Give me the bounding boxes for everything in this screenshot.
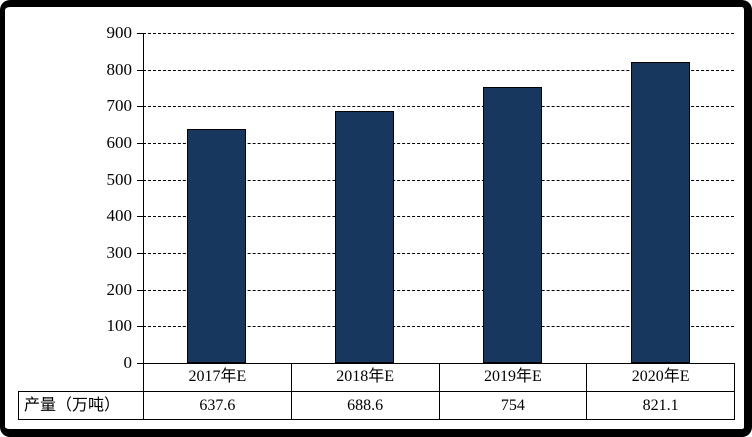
bar-2019 — [482, 86, 542, 363]
category-cell-2018: 2018年E — [292, 363, 440, 392]
gridline-300 — [143, 253, 734, 254]
y-tick — [137, 216, 143, 218]
bar-2020 — [630, 61, 690, 363]
y-tick-label: 400 — [106, 206, 133, 226]
y-axis-line — [143, 33, 144, 363]
y-tick-label: 900 — [106, 23, 133, 42]
category-row: 2017年E 2018年E 2019年E 2020年E — [143, 363, 735, 392]
gridline-600 — [143, 143, 734, 144]
bar-2017 — [187, 129, 247, 363]
gridline-200 — [143, 289, 734, 291]
value-cell-2020: 821.1 — [642, 397, 679, 414]
value-cell-2018: 688.6 — [292, 392, 440, 419]
y-tick-label: 100 — [106, 316, 133, 336]
y-tick — [137, 69, 143, 71]
gridline-700 — [143, 106, 734, 108]
y-tick — [137, 326, 143, 328]
gridline-400 — [143, 216, 734, 218]
y-tick-label: 700 — [106, 96, 133, 116]
gridline-900 — [143, 33, 734, 34]
y-tick — [137, 253, 143, 254]
y-tick — [137, 363, 143, 364]
y-tick-label: 500 — [106, 169, 133, 189]
bar-2018 — [335, 110, 395, 363]
series-row: 产量（万吨） 637.6 688.6 754 821.1 — [18, 391, 735, 420]
y-tick-label: 300 — [106, 243, 133, 262]
y-tick-label: 600 — [106, 133, 133, 152]
y-tick — [137, 289, 143, 291]
value-cell-2019: 754 — [440, 392, 588, 419]
gridline-500 — [143, 179, 734, 181]
category-cell-2020: 2020年E — [587, 363, 735, 392]
series-label-cell: 产量（万吨） — [19, 392, 144, 419]
value-cell-2017: 637.6 — [144, 392, 292, 419]
category-cell-2019: 2019年E — [440, 363, 588, 392]
gridline-100 — [143, 326, 734, 328]
y-tick — [137, 143, 143, 144]
y-tick — [137, 179, 143, 181]
y-tick-label: 200 — [106, 279, 133, 299]
category-cell-2017: 2017年E — [144, 363, 292, 392]
y-tick-label: 0 — [123, 353, 133, 372]
y-tick-label: 800 — [106, 59, 133, 79]
y-tick — [137, 106, 143, 108]
gridline-800 — [143, 69, 734, 71]
y-tick — [137, 33, 143, 34]
